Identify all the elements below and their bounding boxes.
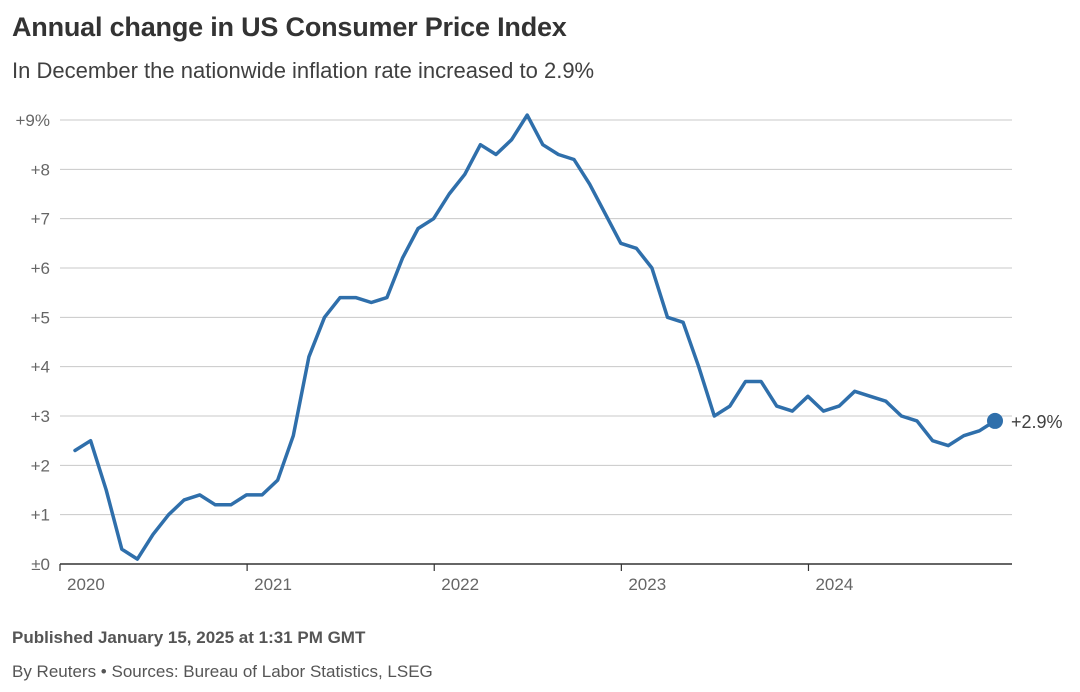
latest-value-label: +2.9% <box>1011 412 1063 432</box>
y-tick-label: +8 <box>31 160 50 179</box>
x-tick-label: 2020 <box>67 575 105 594</box>
grid-lines <box>60 119 1012 516</box>
x-tick-label: 2023 <box>628 575 666 594</box>
y-tick-label: ±0 <box>31 555 50 574</box>
y-tick-label: +9% <box>16 111 51 130</box>
chart-subtitle: In December the nationwide inflation rat… <box>12 58 595 83</box>
source-credit: By Reuters • Sources: Bureau of Labor St… <box>12 662 433 681</box>
y-tick-label: +7 <box>31 210 50 229</box>
latest-value-marker <box>987 412 1003 429</box>
y-axis-tick-labels: ±0 +1 +2 +3 +4 +5 +6 +7 +8 +9% <box>16 111 51 574</box>
x-axis <box>59 563 1012 571</box>
y-tick-label: +4 <box>31 358 50 377</box>
published-date: Published January 15, 2025 at 1:31 PM GM… <box>12 628 366 647</box>
cpi-series-line <box>73 113 997 561</box>
y-tick-label: +3 <box>31 407 50 426</box>
y-tick-label: +6 <box>31 259 50 278</box>
x-tick-label: 2021 <box>254 575 292 594</box>
series-layer: +2.9% <box>73 113 1063 561</box>
chart-title: Annual change in US Consumer Price Index <box>12 12 567 42</box>
x-tick-label: 2024 <box>815 575 853 594</box>
y-tick-label: +1 <box>31 506 50 525</box>
x-axis-tick-labels: 2020 2021 2022 2023 2024 <box>67 575 853 594</box>
y-tick-label: +5 <box>31 308 50 327</box>
y-tick-label: +2 <box>31 456 50 475</box>
x-tick-label: 2022 <box>441 575 479 594</box>
